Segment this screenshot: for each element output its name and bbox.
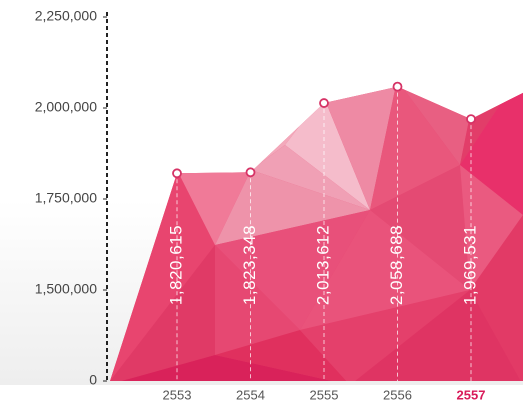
- facet: [110, 170, 215, 381]
- facet: [397, 86, 471, 165]
- value-label: 1,823,348: [240, 225, 259, 305]
- x-tick-label: 2554: [236, 387, 265, 402]
- x-tick-label: 2555: [310, 387, 339, 402]
- y-tick-label: 2,250,000: [35, 8, 97, 24]
- x-tick-label: 2556: [383, 387, 412, 402]
- data-point: [319, 98, 329, 108]
- facet: [177, 170, 251, 245]
- facet: [370, 86, 460, 210]
- data-point: [466, 114, 476, 124]
- facet: [215, 210, 370, 330]
- value-label: 2,058,688: [387, 225, 406, 305]
- y-tick-label: 1,750,000: [35, 190, 97, 206]
- value-label: 1,969,531: [460, 225, 479, 305]
- x-tick-label: 2557: [457, 387, 486, 402]
- data-point: [392, 81, 403, 92]
- facet: [460, 165, 523, 290]
- facet: [215, 170, 370, 245]
- facet: [460, 86, 523, 215]
- value-label: 2,013,612: [313, 225, 332, 305]
- facet: [215, 330, 350, 381]
- y-tick-label: 1,500,000: [35, 281, 97, 297]
- value-label: 1,820,615: [166, 225, 185, 305]
- facet: [110, 355, 350, 381]
- facet: [110, 245, 215, 381]
- facet: [350, 290, 523, 381]
- facet: [300, 290, 470, 381]
- facet: [215, 245, 300, 355]
- facet: [285, 95, 370, 210]
- facet: [251, 145, 370, 210]
- facet: [323, 86, 397, 210]
- facet: [470, 215, 523, 381]
- facet: [370, 165, 470, 290]
- y-tick-label: 2,000,000: [35, 99, 97, 115]
- data-point: [245, 167, 256, 178]
- data-point: [172, 168, 182, 179]
- x-tick-label: 2553: [163, 387, 192, 402]
- y-tick-label: 0: [89, 372, 97, 388]
